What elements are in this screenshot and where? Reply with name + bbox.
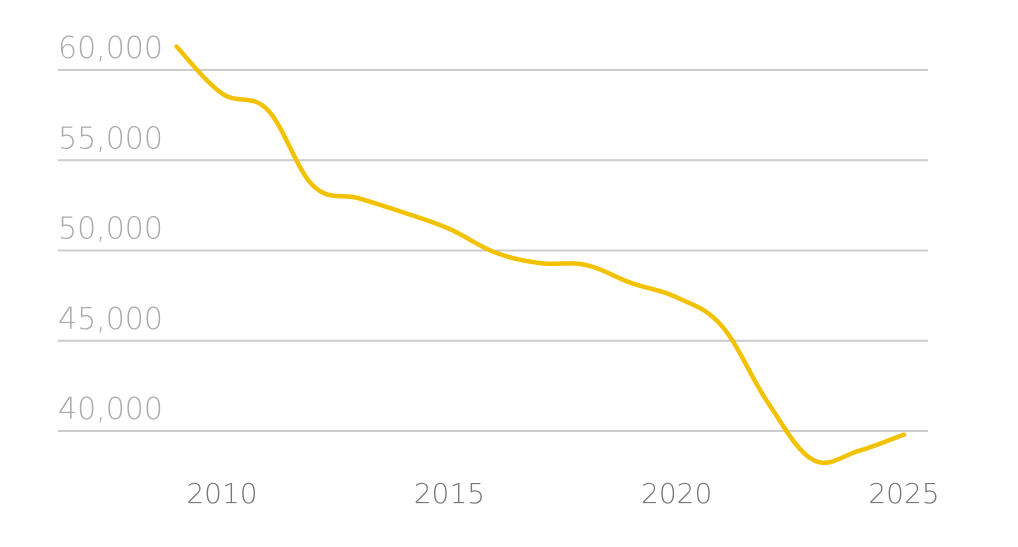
data-point-2009	[174, 44, 180, 50]
data-point-2020	[674, 294, 680, 300]
y-tick-label: 55,000	[58, 121, 163, 156]
series-layer	[174, 44, 907, 466]
data-point-2019	[628, 280, 634, 286]
data-point-2024	[856, 448, 862, 454]
data-point-2011	[264, 107, 270, 113]
data-point-2010	[219, 90, 225, 96]
data-point-2012	[310, 183, 316, 189]
data-point-2015	[446, 226, 452, 232]
x-tick-label: 2010	[186, 477, 257, 510]
series-line	[174, 44, 907, 466]
data-point-2023	[810, 457, 816, 463]
data-point-2025	[901, 432, 907, 438]
y-tick-label: 40,000	[58, 392, 163, 427]
y-axis-tick-labels: 60,000 55,000 50,000 45,000 40,000	[58, 31, 163, 427]
x-axis-tick-labels: 2010 2015 2020 2025	[186, 477, 939, 510]
data-point-2017	[537, 260, 543, 266]
y-tick-label: 45,000	[58, 302, 163, 337]
data-point-2014	[401, 210, 407, 216]
data-point-2016	[492, 249, 498, 255]
x-tick-label: 2025	[868, 477, 939, 510]
data-point-2013	[355, 195, 361, 201]
x-tick-label: 2020	[641, 477, 712, 510]
y-tick-label: 60,000	[58, 31, 163, 66]
y-tick-label: 50,000	[58, 212, 163, 247]
x-tick-label: 2015	[414, 477, 485, 510]
data-point-2021	[719, 323, 725, 329]
data-point-2018	[583, 262, 589, 268]
data-point-2022	[765, 399, 771, 405]
